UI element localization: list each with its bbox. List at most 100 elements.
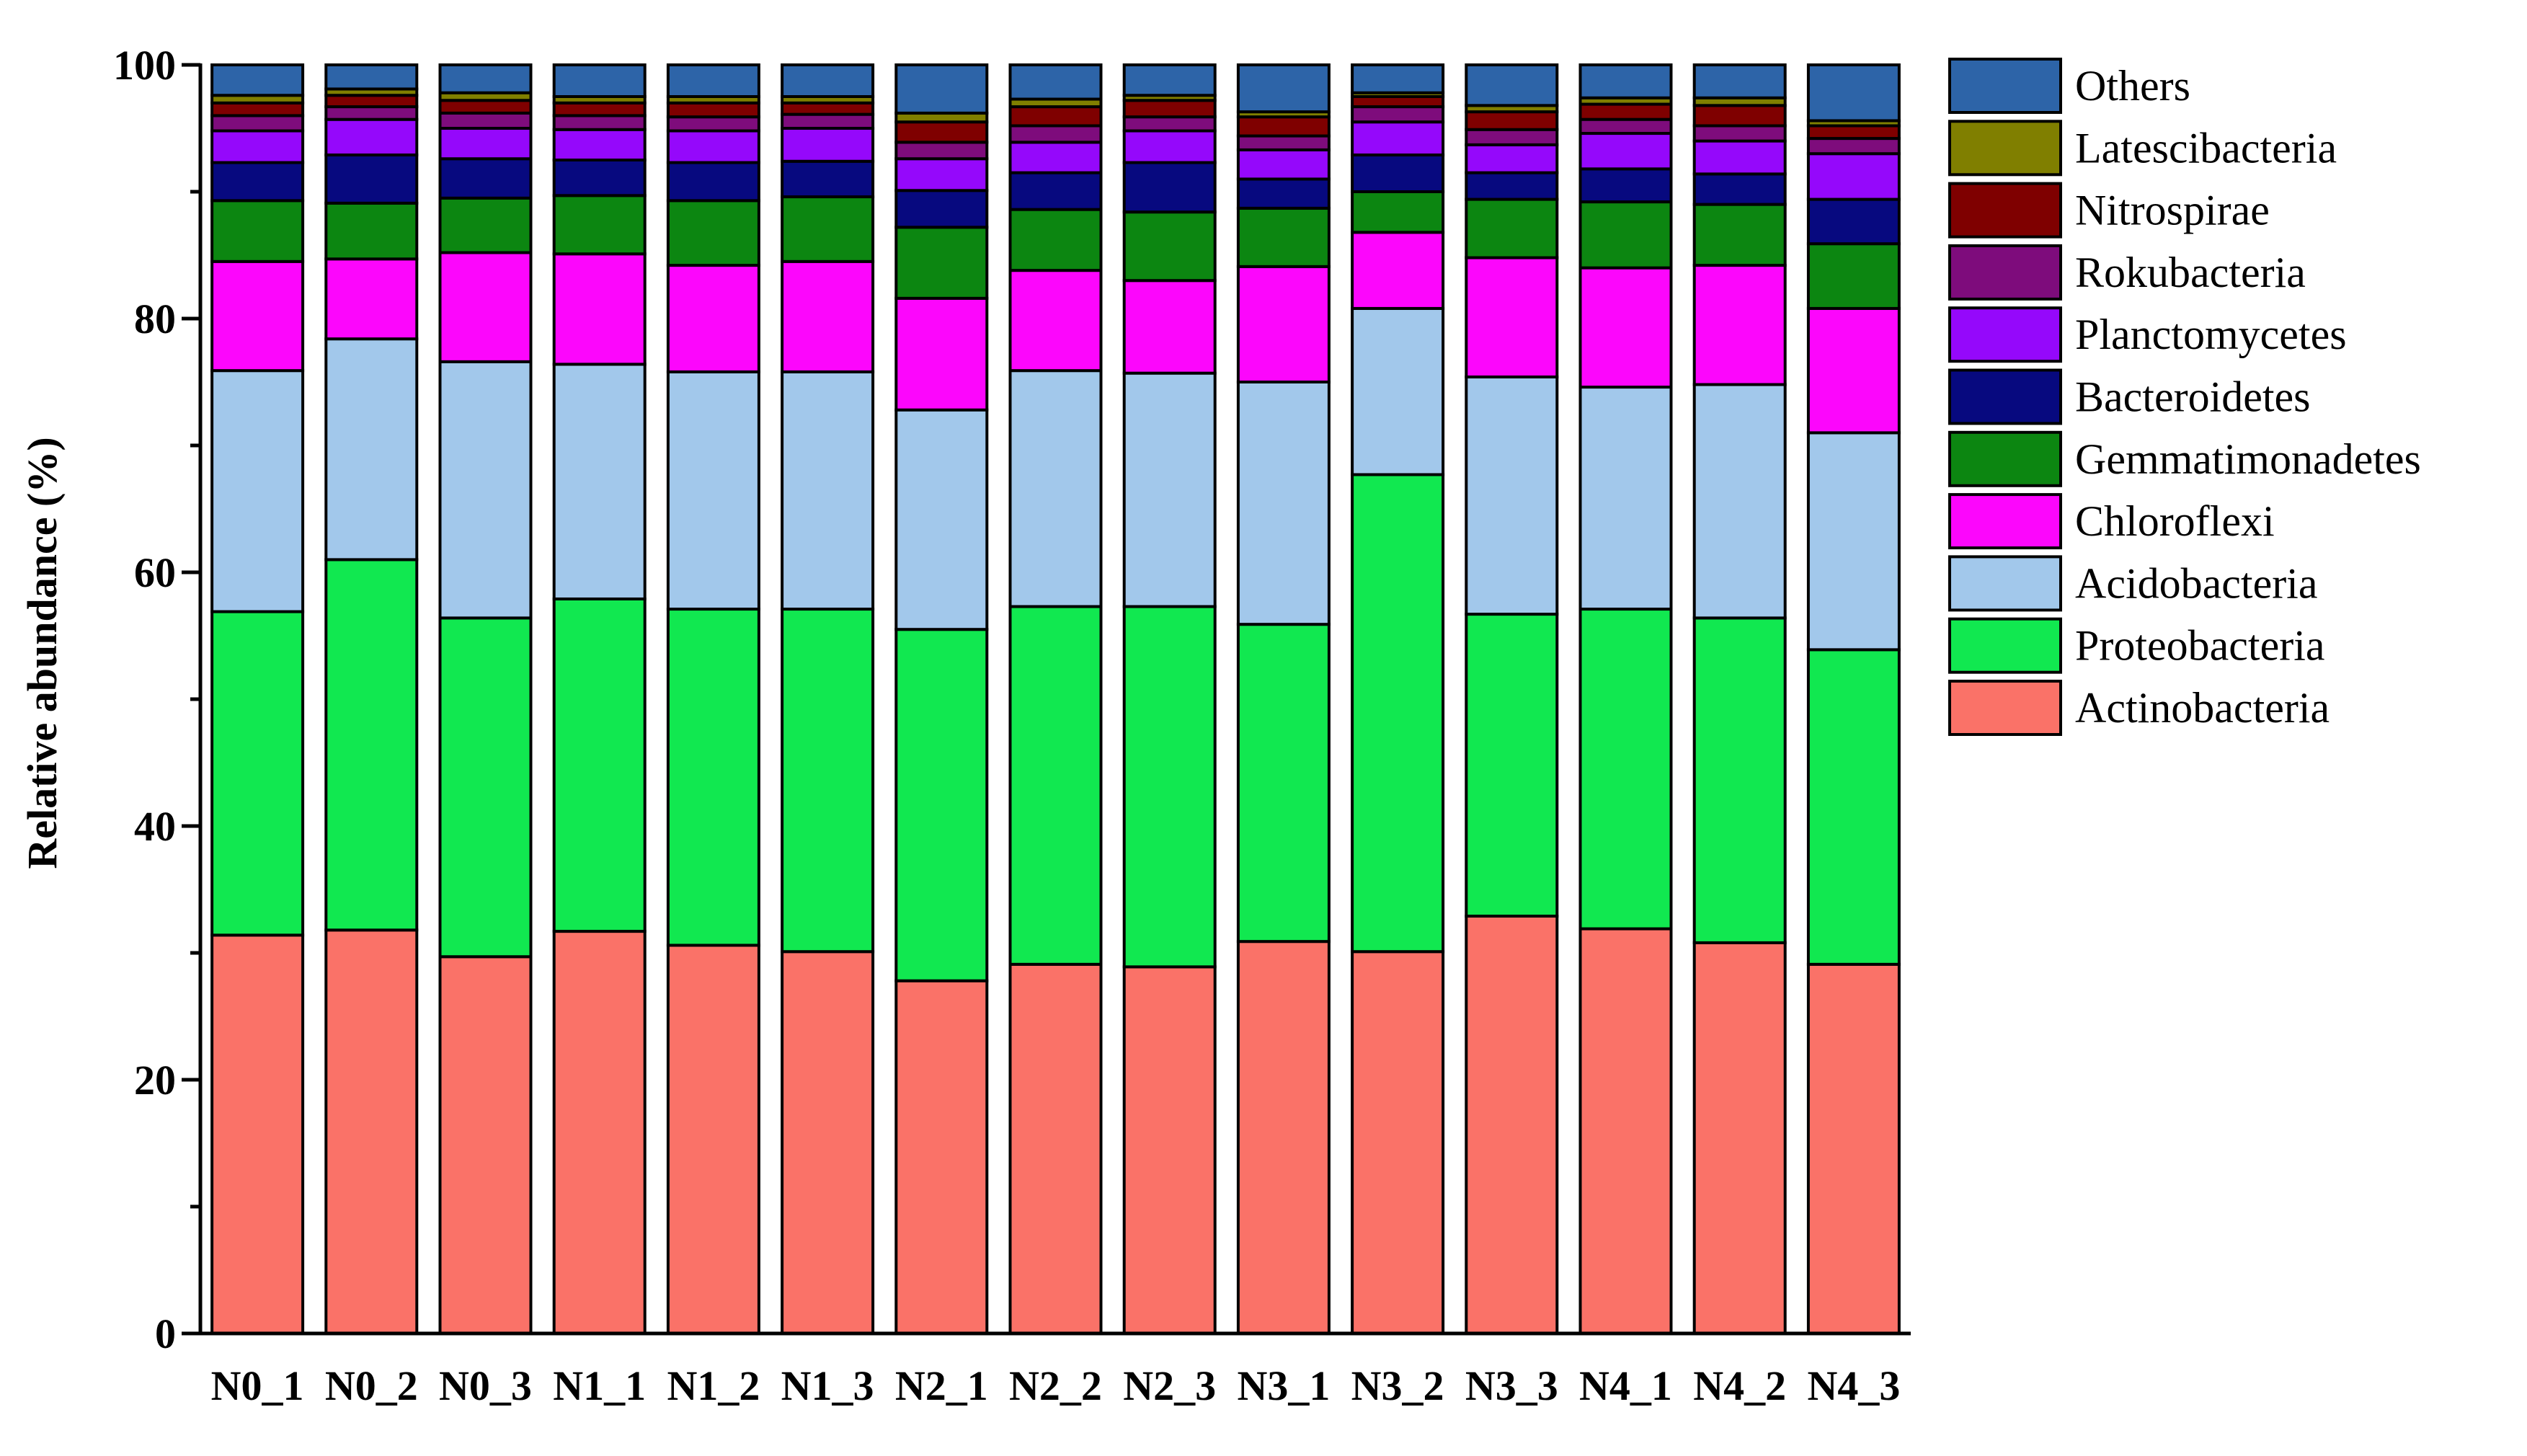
bar-segment-bacteroidetes [1465, 171, 1559, 201]
legend-item-planctomycetes: Planctomycetes [1948, 306, 2347, 363]
bar-segment-acidobacteria [1692, 383, 1787, 620]
bar-segment-nitrospirae [666, 101, 760, 119]
bar-segment-rokubacteria [438, 111, 533, 130]
bar-segment-chloroflexi [666, 264, 760, 373]
bar-segment-gemmatimonadetes [1236, 206, 1331, 268]
bar-segment-bacteroidetes [210, 161, 305, 203]
bar-segment-rokubacteria [1236, 134, 1331, 151]
bar-segment-chloroflexi [1236, 265, 1331, 383]
bar-segment-proteobacteria [1236, 623, 1331, 944]
bar-segment-planctomycetes [1465, 143, 1559, 174]
bar-segment-rokubacteria [1806, 137, 1901, 156]
y-tick-label: 60 [134, 549, 176, 596]
bar-segment-nitrospirae [210, 101, 305, 117]
bar-segment-others [666, 63, 760, 98]
legend-swatch [1948, 306, 2062, 363]
bar-segment-gemmatimonadetes [1122, 210, 1217, 283]
x-tick-label: N4_3 [1807, 1362, 1900, 1409]
bar-segment-rokubacteria [324, 105, 419, 121]
bar-segment-nitrospirae [1351, 95, 1445, 109]
bar-stack-n1-3 [781, 63, 875, 1335]
bar-segment-nitrospirae [1465, 110, 1559, 131]
bar-segment-actinobacteria [1806, 962, 1901, 1335]
legend-item-actinobacteria: Actinobacteria [1948, 680, 2330, 736]
bar-stack-n3-3 [1465, 63, 1559, 1335]
bar-segment-rokubacteria [781, 112, 875, 130]
x-tick-label: N1_1 [553, 1362, 646, 1409]
bar-segment-acidobacteria [1578, 386, 1673, 611]
legend-label: Rokubacteria [2075, 249, 2306, 296]
x-tick-label: N2_3 [1123, 1362, 1216, 1409]
bar-segment-others [1806, 63, 1901, 123]
bar-segment-gemmatimonadetes [666, 199, 760, 267]
bar-segment-bacteroidetes [1692, 172, 1787, 206]
bar-segment-actinobacteria [324, 928, 419, 1335]
bar-stack-n1-2 [666, 63, 760, 1335]
bar-segment-bacteroidetes [1578, 167, 1673, 204]
bar-segment-rokubacteria [552, 114, 647, 131]
bar-segment-proteobacteria [552, 597, 647, 933]
legend-swatch [1948, 680, 2062, 736]
bar-segment-chloroflexi [438, 251, 533, 363]
bar-segment-gemmatimonadetes [552, 194, 647, 256]
bar-segment-others [1008, 63, 1103, 101]
bar-stack-n4-1 [1578, 63, 1673, 1336]
bar-segment-actinobacteria [1008, 962, 1103, 1335]
bar-segment-rokubacteria [894, 141, 989, 161]
x-tick-label: N0_1 [211, 1362, 304, 1409]
x-tick-label: N4_1 [1579, 1362, 1672, 1409]
bar-segment-others [894, 63, 989, 115]
legend-item-nitrospirae: Nitrospirae [1948, 182, 2270, 239]
bar-segment-planctomycetes [1122, 129, 1217, 164]
y-tick-label: 0 [155, 1310, 176, 1357]
legend-item-acidobacteria: Acidobacteria [1948, 555, 2317, 612]
bar-segment-gemmatimonadetes [1692, 203, 1787, 267]
bar-segment-gemmatimonadetes [1465, 197, 1559, 259]
legend-label: Latescibacteria [2075, 124, 2337, 172]
bar-segment-actinobacteria [781, 950, 875, 1335]
legend-item-rokubacteria: Rokubacteria [1948, 244, 2306, 301]
bar-segment-bacteroidetes [438, 157, 533, 200]
bar-segment-actinobacteria [894, 979, 989, 1335]
bar-segment-chloroflexi [1351, 231, 1445, 310]
legend-swatch [1948, 368, 2062, 425]
bar-segment-nitrospirae [1008, 105, 1103, 128]
bar-segment-proteobacteria [1351, 473, 1445, 954]
x-tick-label: N2_1 [895, 1362, 988, 1409]
bar-segment-chloroflexi [552, 252, 647, 366]
y-tick-label: 40 [134, 803, 176, 850]
legend-item-others: Others [1948, 58, 2190, 114]
bar-segment-planctomycetes [324, 117, 419, 156]
bar-segment-chloroflexi [894, 296, 989, 412]
bar-segment-bacteroidetes [1351, 153, 1445, 194]
bar-stack-n0-1 [210, 63, 305, 1335]
bar-segment-acidobacteria [552, 363, 647, 600]
bar-segment-nitrospirae [1692, 104, 1787, 128]
x-tick-label: N0_3 [439, 1362, 532, 1409]
bar-segment-bacteroidetes [781, 159, 875, 199]
bar-segment-chloroflexi [1692, 264, 1787, 386]
x-tick-label: N4_2 [1693, 1362, 1786, 1409]
bar-segment-rokubacteria [1578, 117, 1673, 136]
y-tick-label: 100 [113, 42, 176, 89]
bar-segment-bacteroidetes [666, 161, 760, 203]
legend-label: Bacteroidetes [2075, 373, 2311, 421]
bar-segment-actinobacteria [1465, 914, 1559, 1335]
bar-segment-nitrospirae [1236, 115, 1331, 138]
bar-segment-bacteroidetes [1008, 171, 1103, 211]
bar-segment-gemmatimonadetes [438, 196, 533, 254]
bar-segment-bacteroidetes [1122, 161, 1217, 214]
bar-segment-others [324, 63, 419, 91]
bar-segment-acidobacteria [781, 370, 875, 611]
legend-label: Chloroflexi [2075, 497, 2275, 545]
bar-stack-n0-2 [324, 63, 419, 1335]
legend-item-proteobacteria: Proteobacteria [1948, 617, 2325, 674]
bar-segment-acidobacteria [1465, 375, 1559, 616]
legend-swatch [1948, 58, 2062, 114]
bar-segment-gemmatimonadetes [1578, 200, 1673, 270]
legend-label: Planctomycetes [2075, 311, 2347, 358]
bar-segment-proteobacteria [666, 608, 760, 947]
bar-segment-rokubacteria [1008, 124, 1103, 144]
